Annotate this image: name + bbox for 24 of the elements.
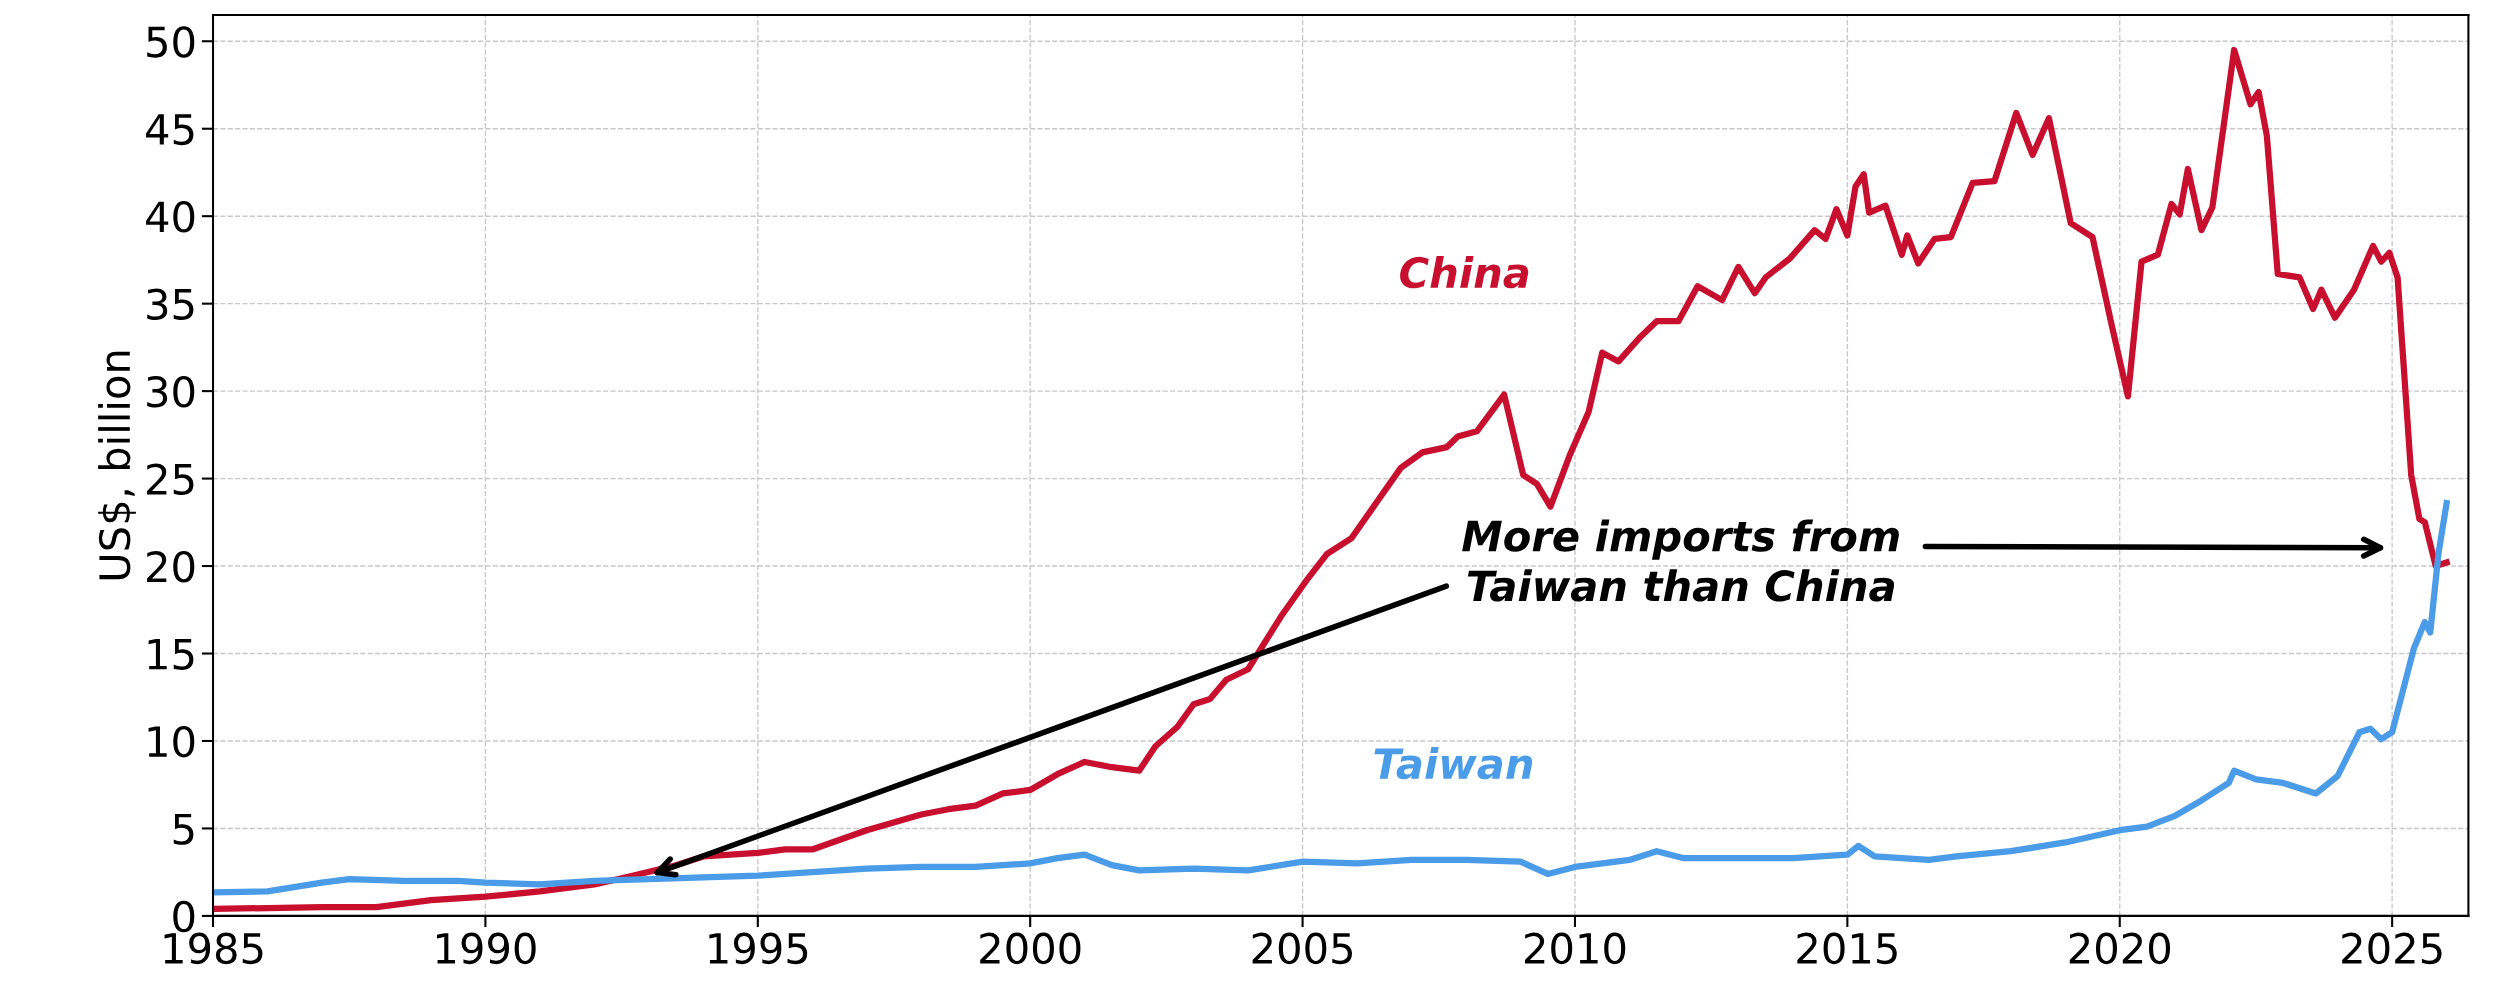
annotation: More imports from Taiwan than China (1462, 519, 1899, 602)
x-tick-label: 1995 (709, 932, 808, 965)
x-tick-label: 2025 (2342, 932, 2442, 965)
x-tick-label: 2000 (980, 932, 1081, 965)
y-tick-label: 10 (148, 725, 195, 758)
y-tick-label: 0 (173, 900, 195, 933)
series-label: Taiwan (1374, 747, 1533, 780)
y-tick-label: 30 (147, 376, 195, 408)
x-tick-label: 2020 (2069, 932, 2170, 965)
text: China (1400, 256, 1529, 289)
y-tick-label: 50 (147, 26, 195, 58)
y-tick-label: 45 (146, 114, 194, 146)
y-tick-label: 15 (148, 638, 194, 670)
x-tick-label: 1985 (164, 932, 263, 965)
y-tick-label: 5 (173, 813, 194, 845)
y-tick-label: 40 (146, 201, 195, 233)
y-tick-label: 35 (147, 288, 194, 321)
x-tick-label: 2015 (1797, 932, 1897, 965)
y-axis-title: US$, billion (98, 351, 136, 580)
y-tick-label: 25 (147, 463, 194, 496)
x-tick-label: 1990 (436, 932, 536, 965)
x-tick-label: 2005 (1252, 932, 1352, 965)
y-tick-label: 20 (147, 550, 195, 583)
x-tick-label: 2010 (1525, 932, 1626, 965)
